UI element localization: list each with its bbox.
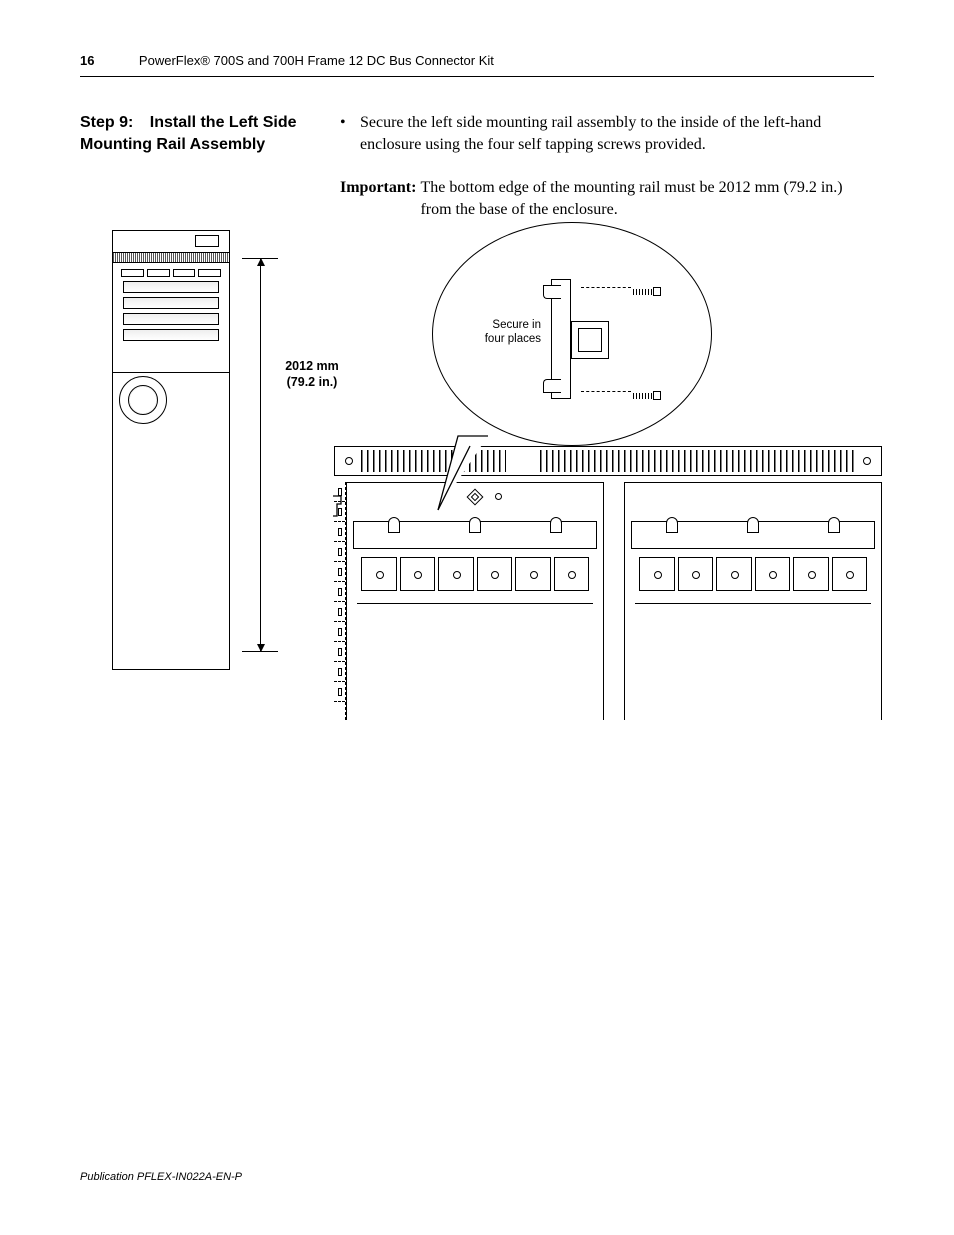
screw-thread — [633, 289, 653, 295]
top-rail — [334, 446, 882, 476]
cabinet-left — [346, 482, 604, 720]
publication-id: Publication PFLEX-IN022A-EN-P — [80, 1171, 242, 1183]
panel-bar — [123, 281, 219, 293]
top-plate — [353, 521, 597, 549]
bullet-item: • Secure the left side mounting rail ass… — [340, 112, 874, 157]
dash-line — [581, 287, 631, 288]
terminal — [477, 557, 513, 591]
base-line — [635, 603, 871, 604]
terminal — [716, 557, 752, 591]
top-plate — [631, 521, 875, 549]
terminal — [515, 557, 551, 591]
important-label: Important: — [340, 177, 416, 222]
fan-icon — [119, 376, 167, 424]
vent-slots — [540, 450, 855, 472]
dash-line — [581, 391, 631, 392]
terminal — [554, 557, 590, 591]
panel-bar — [123, 313, 219, 325]
rail-tab — [543, 285, 561, 299]
screw-hole-icon — [345, 457, 353, 465]
screw-icon — [633, 387, 663, 396]
terminal-row — [635, 553, 871, 595]
page-header: 16 PowerFlex® 700S and 700H Frame 12 DC … — [80, 52, 874, 77]
dimension-line — [242, 258, 278, 652]
important-text: The bottom edge of the mounting rail mus… — [420, 177, 874, 222]
screw-thread — [633, 393, 653, 399]
terminal — [793, 557, 829, 591]
enclosure-top — [113, 231, 229, 253]
rail-piece — [543, 279, 579, 399]
terminal — [639, 557, 675, 591]
arrow-up-icon — [257, 258, 265, 266]
footer: Publication PFLEX-IN022A-EN-P — [80, 1171, 242, 1183]
base-line — [357, 603, 593, 604]
lug-icon — [550, 517, 562, 533]
diagram-area: 2012 mm (79.2 in.) — [112, 230, 882, 730]
terminal — [832, 557, 868, 591]
panel-bar — [123, 329, 219, 341]
step-label: Step 9: — [80, 114, 133, 131]
page-number: 16 — [80, 53, 94, 68]
screw-hole-icon — [863, 457, 871, 465]
dim-vertical — [260, 258, 261, 652]
section-heading: Step 9: Install the Left Side Mounting R… — [80, 112, 310, 155]
bracket-icon — [331, 494, 345, 518]
doc-title: PowerFlex® 700S and 700H Frame 12 DC Bus… — [139, 53, 494, 68]
terminal — [755, 557, 791, 591]
secure-l2: four places — [473, 333, 541, 347]
bullet-dot: • — [340, 112, 360, 157]
screw-icon — [633, 283, 663, 292]
lug-icon — [747, 517, 759, 533]
rail-tab — [543, 379, 561, 393]
secure-l1: Secure in — [473, 319, 541, 333]
terminal — [678, 557, 714, 591]
terminal — [361, 557, 397, 591]
important-note: Important: The bottom edge of the mounti… — [340, 177, 874, 222]
main-assembly — [334, 446, 882, 720]
rail-center — [571, 321, 609, 359]
panel-bar — [123, 297, 219, 309]
screw-head — [653, 287, 661, 296]
detail-circle: Secure in four places — [432, 222, 712, 446]
lug-icon — [388, 517, 400, 533]
crosshatch — [113, 253, 229, 263]
cabinet-right — [624, 482, 882, 720]
lug-icon — [666, 517, 678, 533]
body-text: • Secure the left side mounting rail ass… — [340, 112, 874, 222]
vent-gap — [514, 448, 532, 474]
lug-icon — [469, 517, 481, 533]
top-detail — [195, 235, 219, 247]
dim-in: (79.2 in.) — [282, 374, 342, 390]
arrow-down-icon — [257, 644, 265, 652]
terminal — [400, 557, 436, 591]
secure-label: Secure in four places — [473, 319, 541, 347]
terminal-row — [357, 553, 593, 595]
dimension-label: 2012 mm (79.2 in.) — [282, 358, 342, 391]
enclosure-diagram — [112, 230, 230, 670]
screw-head — [653, 391, 661, 400]
dim-mm: 2012 mm — [282, 358, 342, 374]
lug-icon — [828, 517, 840, 533]
panel-section — [113, 263, 229, 373]
bullet-content: Secure the left side mounting rail assem… — [360, 112, 874, 157]
terminal — [438, 557, 474, 591]
callout-tail — [428, 426, 498, 516]
